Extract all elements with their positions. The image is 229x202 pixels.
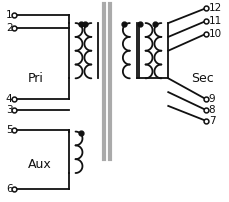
Text: 7: 7 (208, 116, 214, 126)
Text: 8: 8 (208, 105, 214, 115)
Text: Sec: Sec (190, 72, 213, 85)
Text: 12: 12 (208, 3, 221, 13)
Text: Aux: Aux (28, 158, 52, 171)
Text: 3: 3 (6, 105, 12, 115)
Text: 10: 10 (208, 29, 221, 39)
Text: 1: 1 (6, 10, 12, 20)
Text: Pri: Pri (28, 72, 44, 85)
Text: 4: 4 (6, 94, 12, 104)
Text: 9: 9 (208, 94, 214, 104)
Text: 2: 2 (6, 23, 12, 33)
Text: 6: 6 (6, 184, 12, 194)
Text: 11: 11 (208, 16, 221, 26)
Text: 5: 5 (6, 125, 12, 135)
